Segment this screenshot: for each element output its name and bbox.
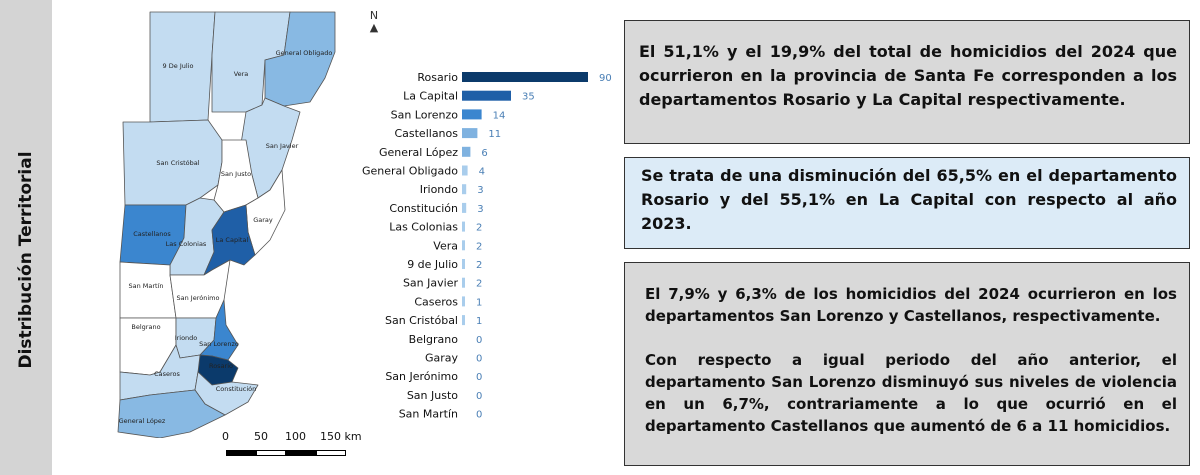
bar-label: General López [379,146,458,159]
map-label-san-javier: San Javier [266,142,299,150]
bar [462,240,465,251]
bar-value-label: 0 [476,335,482,346]
bar-label: La Capital [403,90,458,103]
bar-value-label: 3 [477,204,483,215]
map-label-general-lopez: General López [119,417,166,425]
bar-value-label: 6 [481,148,487,159]
summary-box-2: Se trata de una disminución del 65,5% en… [624,157,1190,249]
province-map: 9 De Julio General Obligado Vera San Jav… [117,11,336,438]
bar-label: San Lorenzo [391,108,459,121]
bar [462,202,467,213]
bar-label: Constitución [389,202,458,215]
bar-value-label: 1 [476,297,482,308]
scale-tick-150: 150 km [320,430,362,443]
bar-label: Vera [433,239,458,252]
bar-value-label: 0 [476,410,482,421]
scale-bar [226,450,346,456]
bar-value-label: 0 [476,354,482,365]
scale-tick-100: 100 [285,430,306,443]
bar-value-label: 2 [476,241,482,252]
bar-label: San Justo [407,389,458,402]
scale-seg-1 [226,450,256,456]
bar-value-label: 11 [488,129,501,140]
scale-seg-4 [316,450,346,456]
bar [462,296,465,307]
bar [462,259,465,269]
map-label-san-jeronimo: San Jerónimo [177,294,220,302]
bar-value-label: 90 [599,73,612,84]
bar [462,315,465,326]
map-label-las-colonias: Las Colonias [166,240,207,248]
dept-san-cristobal [122,119,223,206]
bar [462,277,465,288]
map-label-san-cristobal: San Cristóbal [156,159,199,167]
dept-9-de-julio [149,11,216,123]
bar-label: Rosario [417,71,458,84]
map-label-vera: Vera [234,70,249,78]
map-label-san-lorenzo: San Lorenzo [199,340,239,348]
north-arrow: N ▲ [367,10,381,34]
bar [462,72,588,82]
bar-label: Garay [425,352,459,365]
bar-label: Iriondo [420,183,459,196]
north-arrow-icon: ▲ [369,21,379,34]
bar [462,90,511,101]
map-label-rosario: Rosario [209,362,233,370]
bar-value-label: 35 [522,92,535,103]
bar [462,128,478,139]
map-label-general-obligado: General Obligado [276,49,333,57]
bar-label: General Obligado [362,165,458,178]
bar-value-label: 0 [476,372,482,383]
map-label-la-capital: La Capital [216,236,249,244]
dept-general-lopez [117,389,226,438]
bar-value-label: 1 [476,316,482,327]
map-label-caseros: Caseros [154,370,180,378]
map-label-san-martin: San Martín [128,282,163,290]
summary-box-1: El 51,1% y el 19,9% del total de homicid… [624,20,1190,144]
bar-value-label: 2 [476,223,482,234]
bar [462,184,467,195]
scale-seg-3 [286,450,316,456]
summary-box-3-paragraph-1: El 7,9% y 6,3% de los homicidios del 202… [645,285,1177,325]
map-label-9-de-julio: 9 De Julio [163,62,194,70]
bar-value-label: 3 [477,185,483,196]
scale-seg-2 [256,450,286,456]
bar [462,165,468,176]
bar-label: San Javier [403,277,459,290]
bar-label: 9 de Julio [407,258,458,271]
bar-label: Caseros [414,295,458,308]
bar-label: San Jerónimo [385,370,458,383]
map-label-belgrano: Belgrano [131,323,160,331]
scale-tick-50: 50 [254,430,268,443]
bar-value-label: 4 [479,167,485,178]
bar-label: Las Colonias [389,221,458,234]
bar [462,221,465,232]
scale-tick-0: 0 [222,430,229,443]
bar-value-label: 2 [476,279,482,290]
dept-general-obligado [264,11,336,107]
summary-box-3: El 7,9% y 6,3% de los homicidios del 202… [624,262,1190,466]
map-label-garay: Garay [253,216,273,224]
side-title: Distribución Territorial [16,151,36,369]
dept-san-martin [119,261,177,319]
bar-value-label: 14 [493,110,506,121]
bar-label: San Cristóbal [385,314,458,327]
bar-value-label: 2 [476,260,482,271]
side-bar: Distribución Territorial [0,0,52,475]
map-label-san-justo: San Justo [221,170,251,178]
bar-label: San Martín [399,408,458,421]
bar [462,109,482,120]
map-label-constitucion: Constitución [216,385,257,393]
bar-value-label: 0 [476,391,482,402]
north-label: N [369,9,379,22]
bar [462,146,471,157]
summary-box-3-paragraph-2: Con respecto a igual periodo del año ant… [645,351,1177,435]
bar-label: Belgrano [409,333,459,346]
map-label-iriondo: Iriondo [175,334,198,342]
bar-label: Castellanos [394,127,458,140]
map-label-castellanos: Castellanos [133,230,171,238]
